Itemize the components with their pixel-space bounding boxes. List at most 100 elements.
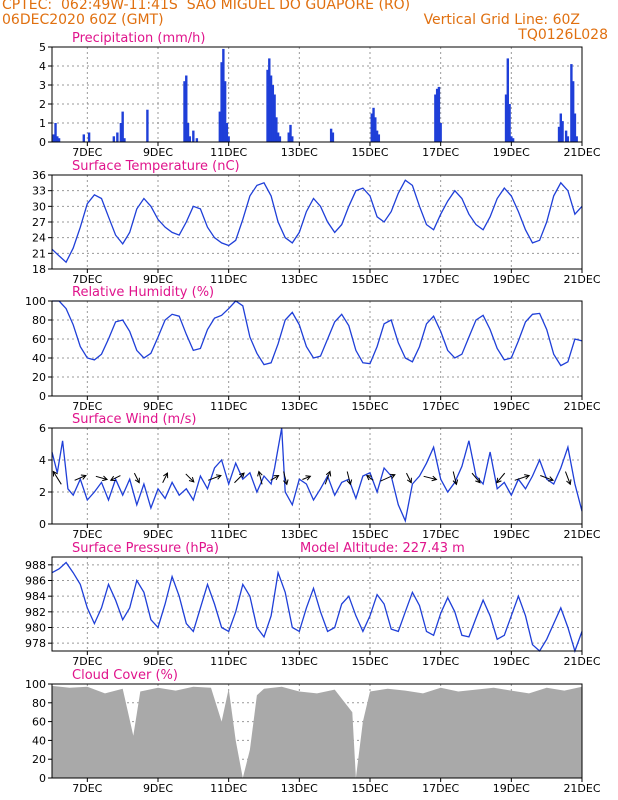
wind-xtick-label: 13DEC [281,528,318,541]
humidity-xtick-label: 15DEC [351,400,388,413]
wind-xtick-label: 15DEC [351,528,388,541]
cloud-ytick-label: 60 [32,716,46,729]
humidity-ytick-label: 60 [32,333,46,346]
precip-bar [87,132,91,142]
cloud-xtick-label: 17DEC [422,782,459,795]
precip-bar [506,58,509,142]
precip-xtick-label: 7DEC [72,146,102,159]
pressure-xtick-label: 21DEC [563,655,600,668]
wind-arrow [380,474,396,482]
wind-xtick-label: 9DEC [143,528,173,541]
wind-frame [51,427,583,525]
wind-arrow-head [215,474,222,480]
pressure-xtick-label: 19DEC [493,655,530,668]
pressure-frame [51,556,583,652]
precip-bar [123,138,126,142]
precip-bar [571,81,575,142]
pressure-xtick-label: 11DEC [210,655,247,668]
precip-bar [116,132,119,142]
wind-arrow-head [431,475,438,482]
cloud-xtick-label: 9DEC [143,782,173,795]
cloud-xtick-label: 11DEC [210,782,247,795]
precip-bar [185,75,188,142]
pressure-xtick-label: 15DEC [351,655,388,668]
wind-arrow [110,475,121,481]
humidity-ytick-label: 100 [25,295,46,308]
precip-bar [275,117,278,142]
wind-ytick-label: 6 [39,422,46,435]
wind-ytick-label: 2 [39,486,46,499]
temperature-ytick-label: 36 [32,169,46,182]
pressure-ytick-label: 984 [25,590,46,603]
precip-ytick-label: 2 [39,98,46,111]
humidity-ytick-label: 40 [32,352,46,365]
precip-bar [570,64,573,142]
precip-bar [112,136,116,142]
cloud-title: Cloud Cover (%) [72,668,178,683]
cloud-xtick-label: 19DEC [493,782,530,795]
wind-arrow [452,471,457,485]
humidity-xtick-label: 7DEC [72,400,102,413]
precip-bar [223,81,227,142]
precip-bar [269,75,273,142]
precip-bar [573,113,577,142]
wind-arrow-head [365,474,372,481]
humidity-xtick-label: 21DEC [563,400,600,413]
pressure-ytick-label: 982 [25,606,46,619]
wind-arrow-head [102,475,109,482]
precip-xtick-label: 9DEC [143,146,173,159]
precip-bar [439,123,442,142]
precip-bar [559,113,562,142]
wind-arrow-head [109,475,116,482]
humidity-xtick-label: 17DEC [422,400,459,413]
wind-arrow-head [406,477,412,484]
precip-bar [278,136,282,142]
wind-arrow-head [273,474,280,481]
precip-bar [276,132,280,142]
wind-arrow [52,471,62,485]
humidity-xtick-label: 11DEC [210,400,247,413]
precip-bar [561,121,564,142]
precip-title: Precipitation (mm/h) [72,31,205,46]
pressure-xtick-label: 17DEC [422,655,459,668]
pressure-ytick-label: 980 [25,622,46,635]
wind-arrow [162,472,168,483]
precip-bar [375,130,379,142]
precip-ytick-label: 1 [39,117,46,130]
wind-xtick-label: 7DEC [72,528,102,541]
temperature-xtick-label: 7DEC [72,273,102,286]
wind-arrow-head [163,472,169,479]
wind-arrow [540,475,554,481]
header-line2-left: 06DEC2020 60Z (GMT) [2,12,164,28]
wind-arrow [234,472,245,484]
temperature-title: Surface Temperature (nC) [72,159,240,174]
temperature-ytick-label: 30 [32,200,46,213]
wind-arrow [258,471,263,485]
wind-arrow-head [283,479,289,486]
pressure-subtitle: Model Altitude: 227.43 m [300,541,465,556]
wind-xtick-label: 21DEC [563,528,600,541]
temperature-ytick-label: 33 [32,185,46,198]
precip-xtick-label: 19DEC [493,146,530,159]
precip-bar [287,132,290,142]
precip-bar [227,136,230,142]
precip-bar [52,134,55,142]
precip-bar [435,88,439,142]
temperature-line [51,179,583,264]
precip-bar [266,69,269,142]
temperature-xtick-label: 19DEC [493,273,530,286]
temperature-xtick-label: 17DEC [422,273,459,286]
wind-arrow [346,471,351,485]
cloud-frame [51,683,583,779]
precip-bar [218,111,222,142]
precip-bar [220,62,223,143]
cloud-xtick-label: 7DEC [72,782,102,795]
wind-arrow-head [389,473,396,479]
temperature-frame [51,174,583,270]
wind-xtick-label: 11DEC [210,528,247,541]
pressure-xtick-label: 13DEC [281,655,318,668]
precip-bar [188,136,191,142]
precip-bar [121,111,124,142]
wind-arrow [270,475,279,481]
